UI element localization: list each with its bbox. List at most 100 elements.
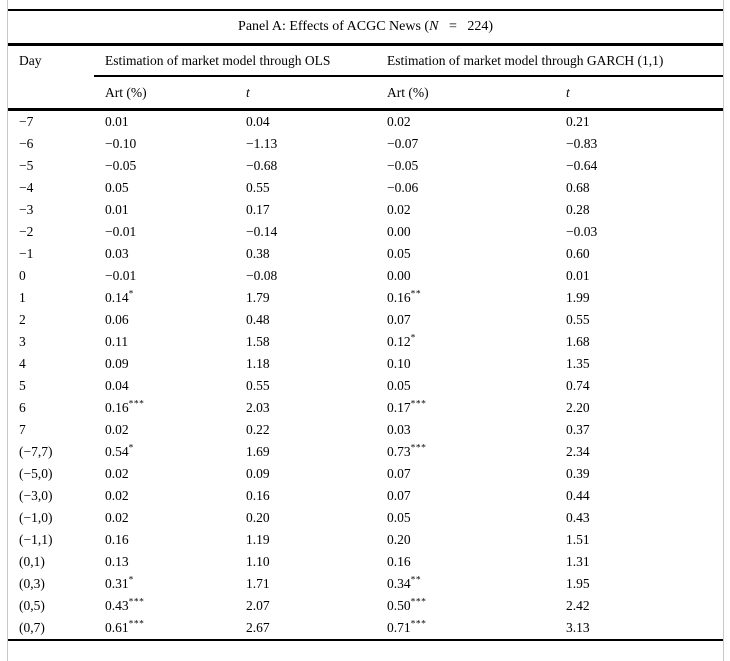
ols-art-cell: 0.61*** [94,617,235,641]
day-cell: −7 [19,114,34,129]
garch-t-cell: 0.60 [566,246,590,261]
ols-t-cell: 0.22 [246,422,270,437]
day-cell: (0,3) [19,576,45,591]
ols-t-cell: −0.68 [246,158,278,173]
significance-stars: *** [410,597,427,608]
day-cell: (−1,1) [19,532,53,547]
day-cell: (−3,0) [19,488,53,503]
ols-t-cell: 0.09 [246,466,270,481]
ols-art-cell: 0.09 [105,356,129,371]
table-row: 5 0.04 0.55 0.05 0.74 [8,375,723,397]
day-cell: −5 [19,158,34,173]
ols-t-cell: 0.55 [246,378,270,393]
significance-stars: * [128,575,134,586]
ols-t-header: t [235,76,376,111]
group-header-row: Day Estimation of market model through O… [8,44,724,77]
significance-stars: * [410,333,416,344]
table-row: (0,7) 0.61*** 2.67 0.71*** 3.13 [8,617,724,641]
table-row: 3 0.11 1.58 0.12* 1.68 [8,331,723,353]
garch-art-cell: −0.06 [387,180,419,195]
subheader-row: Art (%) t Art (%) t [8,76,724,111]
table-row: −5 −0.05 −0.68 −0.05 −0.64 [8,155,723,177]
garch-art-cell: 0.05 [387,378,411,393]
garch-t-cell: 3.13 [555,617,724,641]
ols-t-cell: 1.19 [246,532,270,547]
day-cell: −1 [19,246,34,261]
garch-art-cell: 0.07 [387,466,411,481]
garch-t-cell: 0.43 [566,510,590,525]
table-row: (−3,0) 0.02 0.16 0.07 0.44 [8,485,723,507]
table-row: 1 0.14* 1.79 0.16** 1.99 [8,287,723,309]
garch-art-cell: 0.10 [387,356,411,371]
ols-art-cell: 0.43*** [105,597,145,613]
significance-stars: ** [410,575,422,586]
garch-t-cell: 1.99 [566,290,590,305]
garch-group-header: Estimation of market model through GARCH… [376,44,724,77]
ols-t-cell: 0.48 [246,312,270,327]
day-column-header: Day [19,53,42,68]
significance-stars: *** [128,619,145,630]
ols-art-cell: −0.01 [105,268,137,283]
garch-art-cell: −0.05 [387,158,419,173]
day-cell: (−1,0) [19,510,53,525]
ols-art-cell: −0.01 [105,224,137,239]
day-cell: −3 [19,202,34,217]
table-row: (−5,0) 0.02 0.09 0.07 0.39 [8,463,723,485]
ols-art-cell: 0.31* [105,575,134,591]
garch-art-cell: 0.16** [387,289,422,305]
table-row: −3 0.01 0.17 0.02 0.28 [8,199,723,221]
ols-group-header: Estimation of market model through OLS [94,44,376,77]
garch-t-cell: 0.37 [566,422,590,437]
day-cell: 0 [19,268,26,283]
day-cell: 5 [19,378,26,393]
garch-t-cell: 0.01 [566,268,590,283]
day-cell: (−5,0) [19,466,53,481]
day-cell: 6 [19,400,26,415]
garch-art-cell: 0.00 [387,224,411,239]
ols-t-cell: 1.71 [246,576,270,591]
ols-art-cell: 0.04 [105,378,129,393]
table-row: (−1,1) 0.16 1.19 0.20 1.51 [8,529,723,551]
day-cell: (−7,7) [19,444,53,459]
ols-art-cell: 0.02 [105,466,129,481]
ols-t-cell: 0.55 [246,180,270,195]
day-cell: (0,7) [8,617,94,641]
garch-art-cell: 0.16 [387,554,411,569]
garch-art-cell: 0.17*** [387,399,427,415]
garch-art-cell: 0.02 [387,114,411,129]
ols-t-cell: 1.79 [246,290,270,305]
garch-art-header: Art (%) [376,76,555,111]
garch-art-cell: 0.02 [387,202,411,217]
ols-t-cell: 2.03 [246,400,270,415]
ols-art-cell: 0.16 [105,532,129,547]
garch-art-cell: 0.05 [387,246,411,261]
ols-t-cell: 0.16 [246,488,270,503]
significance-stars: *** [410,399,427,410]
ols-t-cell: 1.58 [246,334,270,349]
table-row: (0,1) 0.13 1.10 0.16 1.31 [8,551,723,573]
significance-stars: *** [128,597,145,608]
garch-t-cell: 0.39 [566,466,590,481]
day-cell: 3 [19,334,26,349]
table-body: −7 0.01 0.04 0.02 0.21 −6 −0.10 −1.13 −0.07 −0.83… [8,110,724,641]
ols-t-cell: 1.18 [246,356,270,371]
ols-art-cell: 0.13 [105,554,129,569]
table-row: (0,3) 0.31* 1.71 0.34** 1.95 [8,573,723,595]
garch-t-cell: 0.74 [566,378,590,393]
table-row: 7 0.02 0.22 0.03 0.37 [8,419,723,441]
ols-art-cell: 0.02 [105,488,129,503]
garch-art-cell: 0.50*** [387,597,427,613]
garch-art-cell: 0.34** [387,575,422,591]
significance-stars: *** [410,443,427,454]
ols-t-cell: 1.69 [246,444,270,459]
panel-title: Panel A: Effects of ACGC News (N = 224) [8,9,724,46]
day-cell: −6 [19,136,34,151]
garch-art-cell: 0.73*** [387,443,427,459]
table-row: −4 0.05 0.55 −0.06 0.68 [8,177,723,199]
significance-stars: * [128,289,134,300]
garch-t-cell: 0.21 [566,114,590,129]
table-row: 6 0.16*** 2.03 0.17*** 2.20 [8,397,723,419]
table-frame: Panel A: Effects of ACGC News (N = 224) … [7,0,724,661]
garch-t-cell: 0.55 [566,312,590,327]
garch-art-cell: −0.07 [387,136,419,151]
